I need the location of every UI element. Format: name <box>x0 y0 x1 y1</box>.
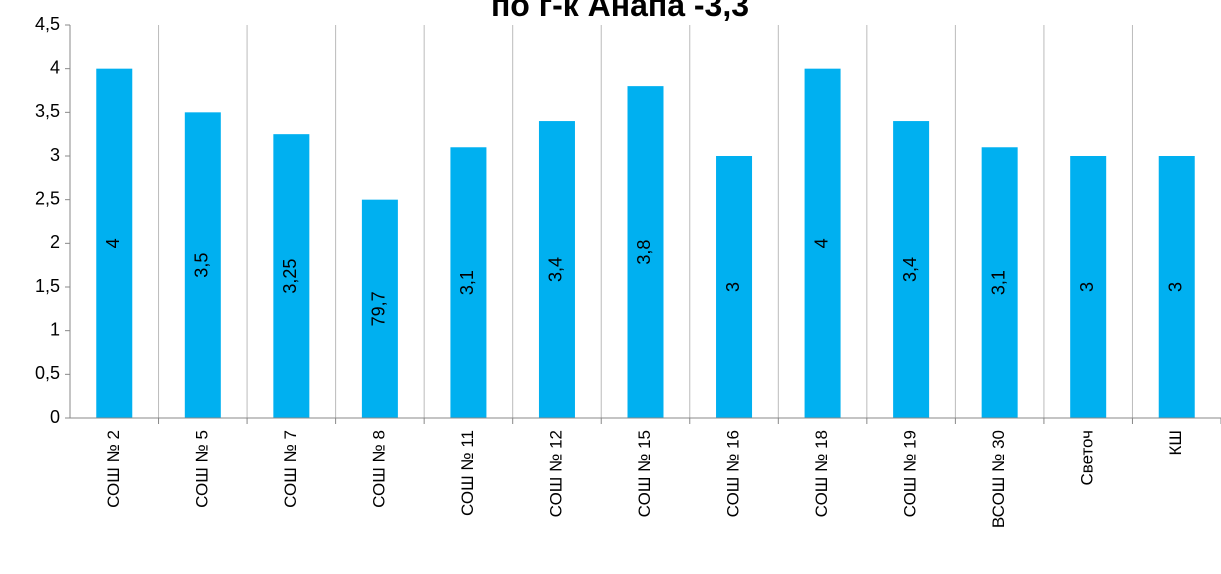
y-tick-label: 0 <box>50 407 60 427</box>
data-label: 3,1 <box>988 270 1008 295</box>
data-label: 3,4 <box>546 257 566 282</box>
data-label: 4 <box>103 238 123 248</box>
bar <box>716 156 753 418</box>
data-label: 3 <box>1165 282 1185 292</box>
x-tick-label: СОШ № 18 <box>812 430 831 517</box>
x-tick-label: СОШ № 2 <box>104 430 123 508</box>
y-tick-label: 4 <box>50 57 60 77</box>
x-tick-label: ВСОШ № 30 <box>989 430 1008 528</box>
x-tick-label: СОШ № 8 <box>369 430 388 508</box>
y-tick-label: 2 <box>50 232 60 252</box>
data-label: 3,1 <box>457 270 477 295</box>
y-tick-label: 1 <box>50 319 60 339</box>
bar <box>96 68 133 419</box>
y-tick-label: 4,5 <box>35 14 60 34</box>
y-tick-label: 3 <box>50 145 60 165</box>
data-label: 4 <box>811 238 831 248</box>
bar <box>450 147 487 418</box>
y-tick-label: 3,5 <box>35 101 60 121</box>
y-tick-label: 0,5 <box>35 363 60 383</box>
x-tick-label: СОШ № 15 <box>635 430 654 517</box>
x-tick-label: СОШ № 16 <box>724 430 743 517</box>
bar <box>1070 156 1107 418</box>
bar <box>627 86 664 418</box>
bar <box>538 121 575 419</box>
bar <box>184 112 221 418</box>
chart-title: по г-к Анапа -3,3 <box>491 0 749 23</box>
bar <box>1158 156 1195 418</box>
bar <box>361 199 398 418</box>
x-tick-label: СОШ № 11 <box>458 430 477 516</box>
data-label: 3,25 <box>280 259 300 294</box>
bar <box>893 121 930 419</box>
data-label: 3,5 <box>192 253 212 278</box>
data-label: 3,4 <box>900 257 920 282</box>
x-tick-label: КШ <box>1166 430 1185 455</box>
bar <box>981 147 1018 418</box>
data-label: 3,8 <box>634 240 654 265</box>
x-tick-label: Светоч <box>1078 430 1097 486</box>
x-tick-label: СОШ № 5 <box>192 430 211 508</box>
data-label: 79,7 <box>369 291 389 326</box>
x-tick-label: СОШ № 19 <box>901 430 920 517</box>
x-tick-label: СОШ № 7 <box>281 430 300 508</box>
y-tick-label: 2,5 <box>35 188 60 208</box>
data-label: 3 <box>1077 282 1097 292</box>
data-label: 3 <box>723 282 743 292</box>
x-tick-label: СОШ № 12 <box>546 430 565 517</box>
y-tick-label: 1,5 <box>35 276 60 296</box>
bar <box>273 134 310 418</box>
bar <box>804 68 841 419</box>
